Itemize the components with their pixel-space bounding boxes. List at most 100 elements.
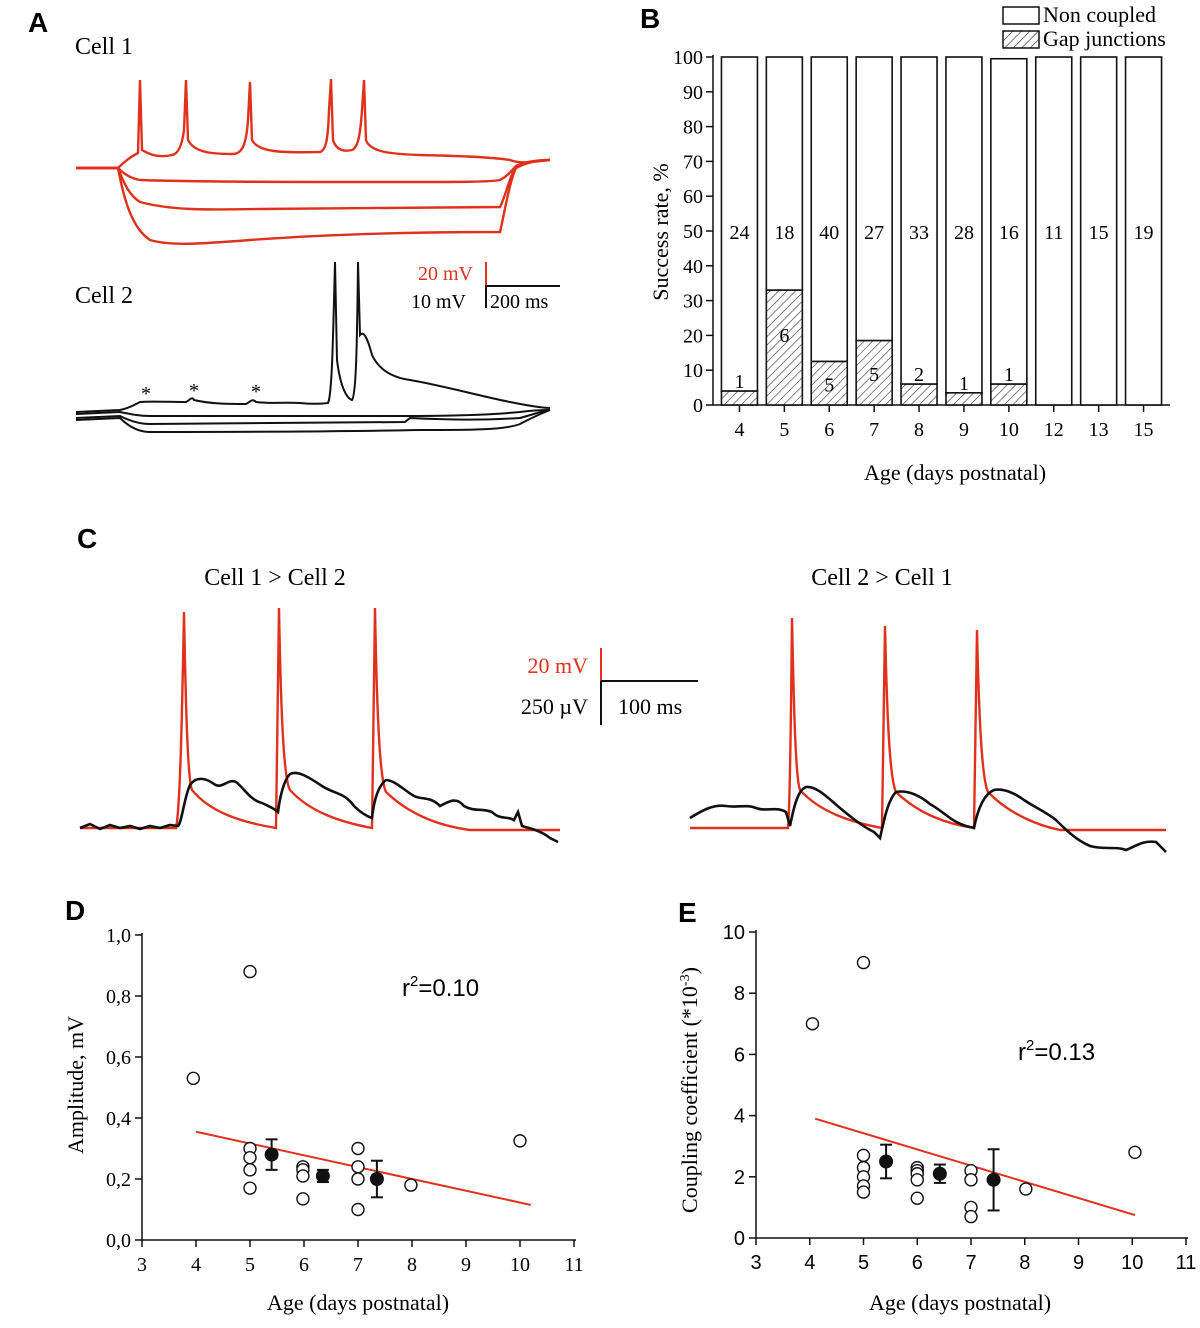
d-plot-data-point	[243, 1181, 257, 1195]
scale-a-time: 200 ms	[490, 291, 549, 313]
cell2-label: Cell 2	[75, 283, 133, 309]
star-1: *	[141, 383, 151, 405]
e-plot-mean-point	[986, 1172, 1001, 1187]
b-ytick-label: 20	[683, 325, 703, 347]
legend-swatch-gap-junctions	[1002, 30, 1040, 49]
b-xtick-label: 10	[999, 419, 1019, 441]
legend-swatch-non-coupled	[1002, 6, 1040, 25]
e-plot-xtick-label: 7	[965, 1252, 976, 1274]
b-bar-non-coupled	[720, 56, 759, 392]
d-plot-data-point	[351, 1172, 365, 1186]
d-xlabel: Age (days postnatal)	[267, 1290, 449, 1315]
d-r2-base: r	[402, 975, 410, 1002]
d-plot-data-point	[296, 1169, 310, 1183]
e-plot-xtick-label: 8	[1019, 1252, 1030, 1274]
scale-c-time: 100 ms	[618, 694, 682, 719]
e-plot: 0 2 4 6 8 10 3 4 5 6 7 8 9 10 11	[723, 922, 1197, 1274]
d-plot-ytick-label: 0,8	[106, 986, 131, 1008]
e-plot-mean-point	[932, 1166, 947, 1181]
cell1-label: Cell 1	[75, 34, 133, 60]
e-plot-mean-point	[879, 1154, 894, 1169]
b-xtick-label: 8	[914, 419, 924, 441]
e-r2-sup: 2	[1026, 1037, 1034, 1054]
b-count-non-coupled: 28	[954, 222, 974, 244]
b-bar-non-coupled	[1079, 56, 1118, 406]
b-ytick-label: 60	[683, 186, 703, 208]
b-ytick-label: 70	[683, 151, 703, 173]
panel-d: D 0,0 0,2 0,4 0,6 0,8 1,0 3 4 5 6 7 8 9 10 11 Age (day…	[63, 895, 584, 1315]
b-ytick-label: 50	[683, 221, 703, 243]
panel-d-label: D	[65, 895, 85, 926]
b-ytick-label: 80	[683, 117, 703, 139]
b-count-gap-junctions: 6	[779, 325, 789, 347]
b-ytick-label: 0	[693, 395, 703, 417]
d-ylabel: Amplitude, mV	[63, 1016, 88, 1154]
b-count-non-coupled: 40	[819, 222, 839, 244]
b-bar-gap-junctions	[765, 289, 804, 406]
e-ylabel-end: )	[677, 967, 702, 974]
b-xtick-label: 5	[779, 419, 789, 441]
b-bar-non-coupled	[900, 56, 938, 385]
e-plot-xtick-label: 3	[750, 1252, 761, 1274]
panel-b-label: B	[640, 3, 660, 34]
e-plot-data-point	[964, 1209, 978, 1224]
b-count-gap-junctions: 1	[959, 373, 969, 395]
e-plot-ytick-label: 10	[723, 922, 745, 944]
d-plot-xtick-label: 5	[245, 1254, 255, 1276]
b-bar-non-coupled	[765, 56, 804, 291]
b-xlabel: Age (days postnatal)	[864, 460, 1046, 485]
cell2-trace-3	[75, 409, 551, 426]
b-xtick-label: 13	[1089, 419, 1109, 441]
d-plot: 0,0 0,2 0,4 0,6 0,8 1,0 3 4 5 6 7 8 9 10 11	[106, 925, 584, 1276]
d-plot-ytick-label: 0,2	[106, 1169, 131, 1191]
scale-a-red: 20 mV	[418, 263, 474, 285]
e-plot-data-point	[805, 1017, 820, 1031]
d-plot-data-point	[351, 1202, 365, 1217]
b-bar-non-coupled	[855, 56, 893, 342]
scale-c-red: 20 mV	[528, 653, 589, 678]
e-plot-xtick-label: 5	[858, 1252, 869, 1274]
e-r2-value: =0.13	[1034, 1039, 1095, 1066]
b-count-non-coupled: 11	[1044, 222, 1063, 244]
b-count-non-coupled: 27	[864, 222, 884, 244]
d-plot-ytick-label: 0,6	[106, 1047, 131, 1069]
b-count-non-coupled: 15	[1089, 222, 1109, 244]
d-plot-data-point	[243, 1163, 257, 1177]
e-plot-data-point	[964, 1173, 978, 1187]
e-ylabel: Coupling coefficient (*10-3)	[677, 967, 702, 1213]
d-plot-data-point	[513, 1134, 527, 1148]
panel-a-scale-bar: 20 mV 10 mV 200 ms	[411, 262, 560, 313]
d-plot-xtick-label: 6	[299, 1254, 309, 1276]
e-plot-data-point	[910, 1191, 924, 1205]
d-r2: r2=0.10	[402, 973, 479, 1002]
d-plot-ytick-label: 0,0	[106, 1230, 131, 1252]
b-count-gap-junctions: 1	[734, 371, 744, 393]
b-bar-non-coupled	[990, 57, 1028, 385]
c-title-right: Cell 2 > Cell 1	[811, 565, 953, 591]
panel-a: A Cell 1 Cell 2 * * * 20 mV 10 mV 200 ms	[28, 7, 560, 434]
b-bar-non-coupled	[1124, 56, 1163, 406]
c-right-traces	[689, 617, 1167, 853]
b-count-non-coupled: 19	[1134, 222, 1154, 244]
b-xtick-label: 7	[869, 419, 879, 441]
d-plot-mean-point	[369, 1172, 384, 1186]
cell1-trace-spiking	[76, 78, 551, 170]
panel-b: B Non coupled Gap junctions 0 10 20 30 40 50 6…	[640, 2, 1170, 485]
b-bar-gap-junctions	[810, 360, 849, 406]
e-r2: r2=0.13	[1018, 1037, 1095, 1066]
scale-c-black: 250 µV	[521, 694, 588, 719]
cell1-trace-hyper-1	[76, 158, 551, 184]
b-xtick-label: 9	[959, 419, 969, 441]
panel-c-label: C	[77, 523, 97, 554]
star-3: *	[251, 381, 261, 403]
panel-e-label: E	[678, 897, 697, 928]
c-title-left: Cell 1 > Cell 2	[204, 565, 346, 591]
e-plot-ytick-label: 0	[734, 1228, 745, 1250]
panel-a-label: A	[28, 7, 48, 38]
b-ytick-label: 10	[683, 360, 703, 382]
c-right-black-trace	[689, 785, 1167, 853]
b-bar-gap-junctions	[945, 392, 983, 406]
e-r2-base: r	[1018, 1039, 1026, 1066]
